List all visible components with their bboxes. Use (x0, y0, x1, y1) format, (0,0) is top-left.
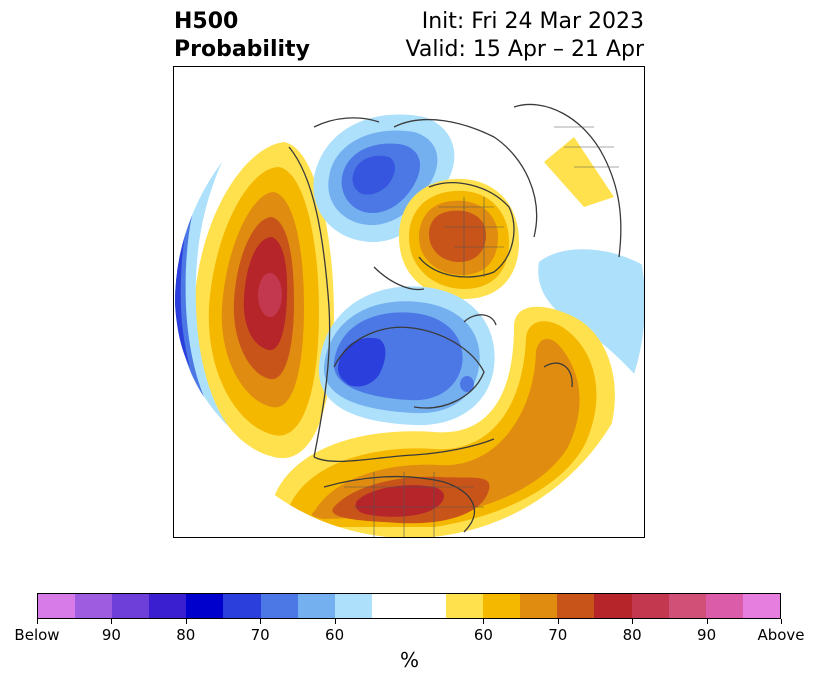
map-canvas (175, 103, 644, 537)
colorbar-swatch (446, 594, 484, 618)
colorbar-tickmark (185, 619, 187, 624)
colorbar-swatch (594, 594, 632, 618)
anomaly-above-pacific (193, 142, 334, 459)
colorbar-swatch (75, 594, 113, 618)
colorbar-tick-label: Above (757, 626, 805, 644)
colorbar-tickmark (781, 619, 782, 624)
colorbar-swatch (38, 594, 76, 618)
colorbar-swatch (742, 594, 780, 618)
valid-range: Valid: 15 Apr – 21 Apr (405, 37, 645, 62)
anomaly-below-europe (538, 249, 644, 387)
colorbar-tick-labels: Below 90 80 70 60 60 70 80 90 Above (14, 626, 804, 646)
colorbar-swatch (260, 594, 298, 618)
colorbar-tick-label: Below (14, 626, 60, 644)
colorbar-tickmark (111, 619, 113, 624)
colorbar (37, 593, 781, 619)
borders (344, 126, 619, 537)
anomaly-above-eurasia (399, 178, 519, 299)
colorbar-tick-label: 80 (622, 626, 642, 644)
title-variable: H500 (174, 9, 239, 34)
probability-map (173, 66, 645, 538)
colorbar-swatch (520, 594, 558, 618)
colorbar-tick-label: 70 (250, 626, 270, 644)
colorbar-tick-label: 90 (697, 626, 717, 644)
colorbar-tickmark (37, 619, 38, 624)
colorbar-tickmark (557, 619, 559, 624)
colorbar-swatch (705, 594, 743, 618)
colorbar-tickmark (260, 619, 262, 624)
colorbar-tick-label: 90 (101, 626, 121, 644)
init-date: Init: Fri 24 Mar 2023 (421, 9, 644, 34)
colorbar-swatch (631, 594, 669, 618)
title-product: Probability (174, 37, 310, 62)
colorbar-swatch (186, 594, 224, 618)
colorbar-tick-label: 60 (473, 626, 493, 644)
colorbar-swatch (483, 594, 521, 618)
colorbar-tick-label: 60 (325, 626, 345, 644)
colorbar-swatch (112, 594, 150, 618)
colorbar-tickmark (334, 619, 336, 624)
colorbar-swatch (334, 594, 372, 618)
colorbar-swatch (223, 594, 261, 618)
colorbar-swatch (557, 594, 595, 618)
coastlines (288, 103, 622, 533)
map-dates: Init: Fri 24 Mar 2023 Valid: 15 Apr – 21… (406, 8, 645, 64)
map-title: H500 Probability (174, 8, 310, 64)
colorbar-swatch (297, 594, 335, 618)
colorbar-tick-label: 80 (176, 626, 196, 644)
colorbar-tickmark (483, 619, 485, 624)
anomaly-below-canada (318, 286, 495, 426)
colorbar-swatch (668, 594, 706, 618)
colorbar-tickmark (632, 619, 634, 624)
colorbar-unit-label: % (399, 648, 419, 672)
colorbar-tickmark (706, 619, 708, 624)
probability-shading (175, 114, 644, 537)
anomaly-above-atlantic (269, 306, 615, 537)
colorbar-tick-label: 70 (548, 626, 568, 644)
colorbar-swatch (149, 594, 187, 618)
colorbar-swatch (408, 594, 447, 618)
anomaly-above-north-russia (544, 137, 614, 207)
colorbar-swatch (371, 594, 409, 618)
